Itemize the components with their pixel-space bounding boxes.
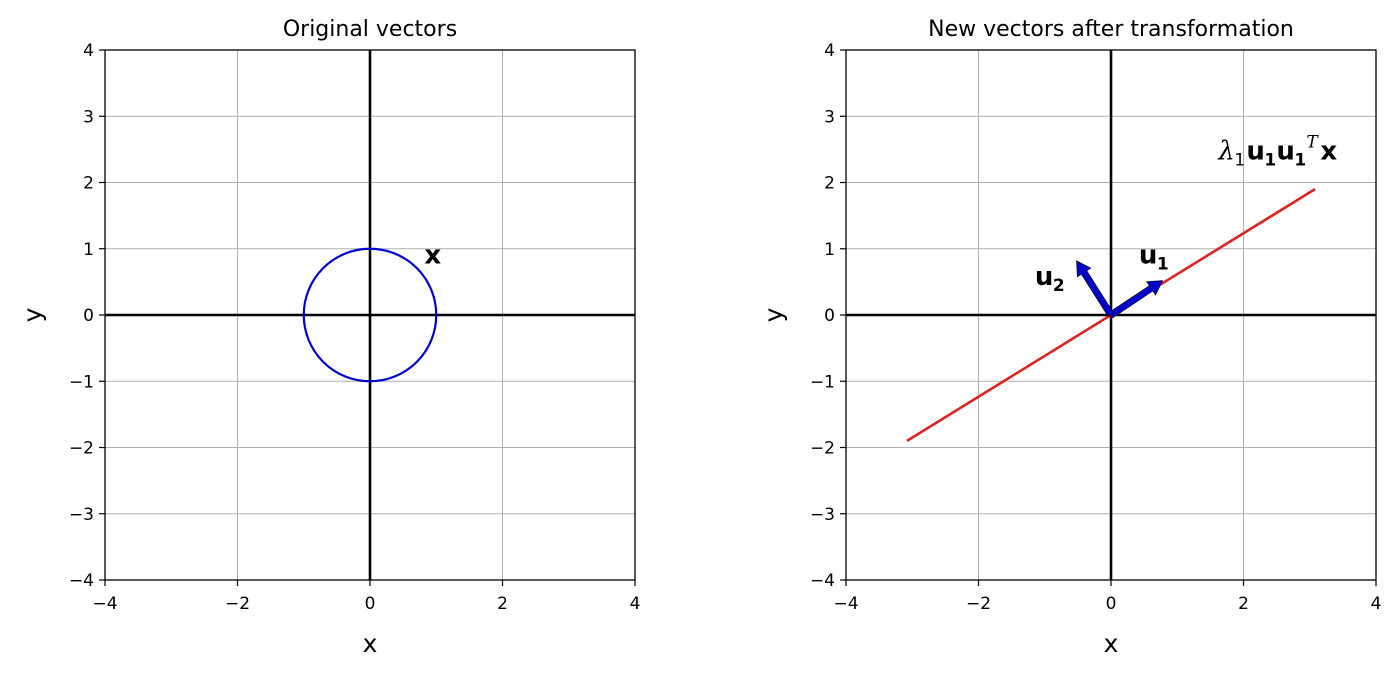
y-tick-label: −4 [69,571,94,591]
y-tick-label: −3 [69,505,94,525]
y-tick-label: 2 [83,174,94,194]
y-tick-label: 1 [83,240,94,260]
annotation-glyph: u [1246,136,1265,166]
annotation-glyph: u [1276,136,1295,166]
y-tick-label: 4 [83,41,94,61]
chart-original-vectors: −4 −2 0 2 4 −4 −3 −2 −1 0 1 2 3 4 Original vectors x… [18,17,640,658]
x-axis-label: x [363,629,378,658]
annotation-subscript: 1 [1294,150,1306,170]
chart-title: New vectors after transformation [928,17,1294,42]
y-tick-label: 0 [824,306,835,326]
annotation-glyph: u [1035,262,1054,292]
annotation-subscript: 1 [1264,150,1276,170]
x-tick-label: −4 [833,594,858,614]
x-tick-label: −4 [92,594,117,614]
annotation-x: x [424,240,441,270]
x-tick-label: −2 [966,594,991,614]
vector-arrow-u1 [1108,280,1164,319]
x-tick-label: −2 [225,594,250,614]
annotation-subscript: 1 [1157,254,1169,274]
annotation-lambda: λ [1217,136,1234,166]
y-tick-label: −2 [69,439,94,459]
x-tick-label: 2 [1238,594,1249,614]
annotation-glyph: x [1320,136,1337,166]
data-marks [302,247,438,383]
axis-zero-lines [105,50,635,580]
x-ticks: −4 −2 0 2 4 [833,580,1381,614]
x-ticks: −4 −2 0 2 4 [92,580,640,614]
y-tick-label: −4 [810,571,835,591]
annotation-subscript: 1 [1234,150,1245,170]
y-axis-label: y [18,307,47,322]
x-tick-label: 4 [630,594,641,614]
y-tick-label: 3 [83,107,94,127]
chart-new-vectors: −4 −2 0 2 4 −4 −3 −2 −1 0 1 2 3 4 New vectors after … [759,17,1381,658]
x-axis-label: x [1104,629,1119,658]
y-tick-label: −2 [810,439,835,459]
annotation-glyph: u [1139,240,1158,270]
y-tick-label: 3 [824,107,835,127]
y-tick-label: −1 [69,372,94,392]
unit-circle [302,247,438,383]
y-tick-label: 2 [824,174,835,194]
annotation-projection: λ 1 u 1 u 1T x [1217,132,1337,170]
y-axis-label: y [759,307,788,322]
vector-arrow-u2 [1076,260,1115,318]
x-tick-label: 0 [1106,594,1117,614]
annotation-subscript: 2 [1053,276,1065,296]
y-tick-label: 0 [83,306,94,326]
y-tick-label: 1 [824,240,835,260]
x-tick-label: 0 [365,594,376,614]
y-tick-label: −1 [810,372,835,392]
x-tick-label: 2 [497,594,508,614]
chart-title: Original vectors [283,17,457,42]
y-tick-label: −3 [810,505,835,525]
data-marks [906,188,1316,442]
x-tick-label: 4 [1371,594,1382,614]
annotation-transpose: T [1306,132,1319,152]
y-ticks: −4 −3 −2 −1 0 1 2 3 4 [69,41,105,591]
y-tick-label: 4 [824,41,835,61]
y-ticks: −4 −3 −2 −1 0 1 2 3 4 [810,41,846,591]
